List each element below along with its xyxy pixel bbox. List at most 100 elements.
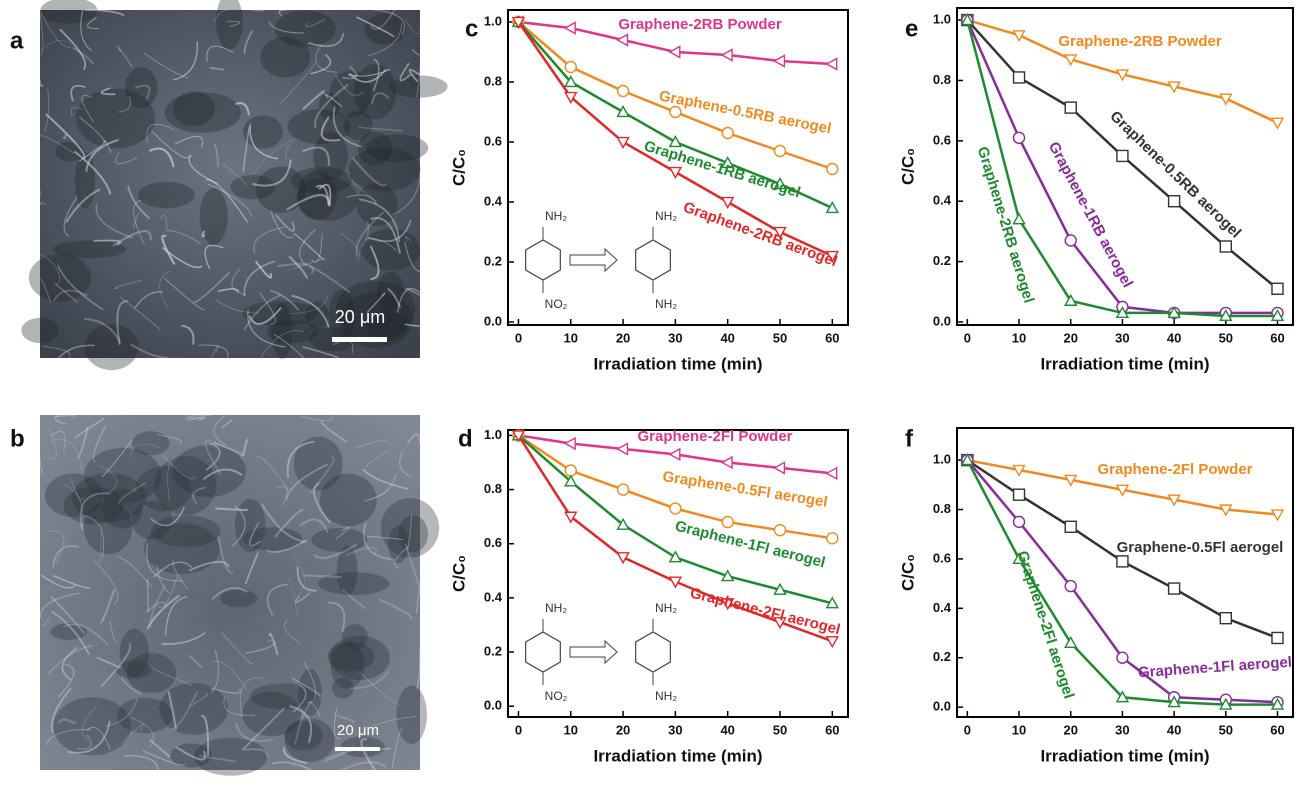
sem-fiber: [119, 296, 161, 330]
sem-fiber: [81, 95, 95, 123]
sem-fiber: [391, 727, 404, 768]
sem-pore: [136, 465, 192, 512]
marker: [1167, 582, 1181, 595]
sem-fiber: [57, 264, 104, 311]
marker: [825, 201, 839, 214]
x-tick-label: 10: [564, 330, 578, 345]
sem-fiber: [133, 199, 145, 246]
marker: [616, 105, 630, 118]
marker: [616, 517, 630, 530]
marker: [1115, 69, 1130, 82]
y-tick-label: 0.2: [933, 253, 951, 268]
x-tick-label: 50: [773, 330, 787, 345]
sem-fiber: [211, 661, 247, 690]
sem-fiber: [292, 684, 307, 713]
marker: [1115, 305, 1130, 319]
sem-fiber: [303, 661, 317, 704]
sem-fiber: [213, 9, 229, 23]
sem-fiber: [49, 430, 66, 452]
sem-pore: [50, 623, 87, 640]
sem-fiber: [321, 744, 354, 763]
marker: [668, 447, 681, 462]
sem-fiber: [84, 317, 122, 344]
sem-fiber: [80, 9, 92, 52]
sem-fiber: [39, 12, 44, 57]
sem-fiber: [148, 147, 175, 168]
marker: [1219, 504, 1233, 517]
series-label: Graphene-2Fl aerogel: [688, 585, 842, 639]
sem-fiber: [406, 433, 421, 445]
y-tick-label: 0.8: [484, 73, 502, 88]
marker: [511, 430, 526, 443]
sem-fiber: [200, 714, 210, 757]
x-axis-title: Irradiation time (min): [1040, 354, 1209, 373]
sem-pore: [230, 174, 276, 200]
sem-fiber: [159, 215, 168, 232]
sem-pore: [353, 64, 397, 120]
marker: [825, 250, 839, 263]
sem-fiber: [221, 419, 233, 429]
marker: [825, 636, 839, 649]
sem-pore: [318, 572, 390, 596]
series-label: Graphene-2Fl Powder: [637, 428, 792, 445]
x-axis-title: Irradiation time (min): [593, 746, 762, 765]
sem-pore: [356, 182, 398, 227]
sem-pore: [170, 743, 213, 768]
y-tick-label: 1.0: [933, 12, 951, 27]
sem-fiber: [39, 457, 43, 475]
y-tick-label: 0.6: [933, 550, 951, 565]
sem-fiber: [50, 596, 86, 635]
sem-fiber: [63, 623, 109, 646]
sem-fiber: [43, 88, 49, 133]
series-label: Graphene-0.5RB aerogel: [658, 87, 833, 137]
marker: [1167, 195, 1181, 208]
sem-fiber: [213, 441, 244, 457]
sem-fiber: [93, 560, 119, 605]
sem-fiber: [269, 289, 300, 311]
sem-fiber: [57, 663, 75, 698]
sem-fiber: [285, 144, 291, 161]
x-tick-label: 50: [1219, 330, 1233, 345]
sem-pore: [329, 70, 372, 118]
sem-fiber: [416, 646, 421, 690]
sem-fiber: [265, 539, 308, 553]
sem-fiber: [288, 255, 309, 279]
sem-fiber: [332, 106, 362, 148]
sem-fiber: [286, 440, 315, 479]
marker: [1219, 309, 1233, 322]
sem-pore: [63, 486, 123, 525]
marker: [1116, 651, 1129, 664]
sem-fiber: [47, 530, 65, 563]
sem-fiber: [206, 45, 234, 62]
sem-fiber: [222, 163, 248, 187]
sem-fiber: [231, 268, 247, 296]
sem-fiber: [254, 260, 273, 279]
sem-pore: [243, 115, 283, 149]
sem-fiber: [371, 92, 390, 105]
marker: [1064, 234, 1077, 247]
sem-fiber: [293, 233, 325, 261]
marker: [1167, 494, 1181, 507]
marker: [720, 455, 733, 470]
y-tick-label: 0.6: [933, 132, 951, 147]
marker: [511, 16, 526, 29]
sem-pore: [84, 447, 162, 504]
sem-pore: [364, 13, 407, 45]
sem-fiber: [244, 748, 269, 758]
y-tick-label: 0.2: [484, 643, 502, 658]
marker: [1167, 305, 1181, 319]
sem-fiber: [275, 214, 295, 232]
marker: [826, 162, 839, 176]
sem-fiber: [415, 585, 421, 614]
sem-fiber: [109, 620, 117, 643]
marker: [564, 464, 577, 477]
x-tick-label: 50: [773, 722, 787, 737]
marker: [1064, 635, 1078, 648]
x-tick-label: 10: [1012, 330, 1026, 345]
sem-fiber: [365, 449, 391, 468]
x-tick-label: 30: [1115, 722, 1129, 737]
sem-fiber: [153, 561, 193, 578]
series-label: Graphene-2Fl Powder: [1097, 461, 1252, 478]
benzene-ring: [525, 239, 561, 281]
sem-fiber: [156, 434, 183, 444]
